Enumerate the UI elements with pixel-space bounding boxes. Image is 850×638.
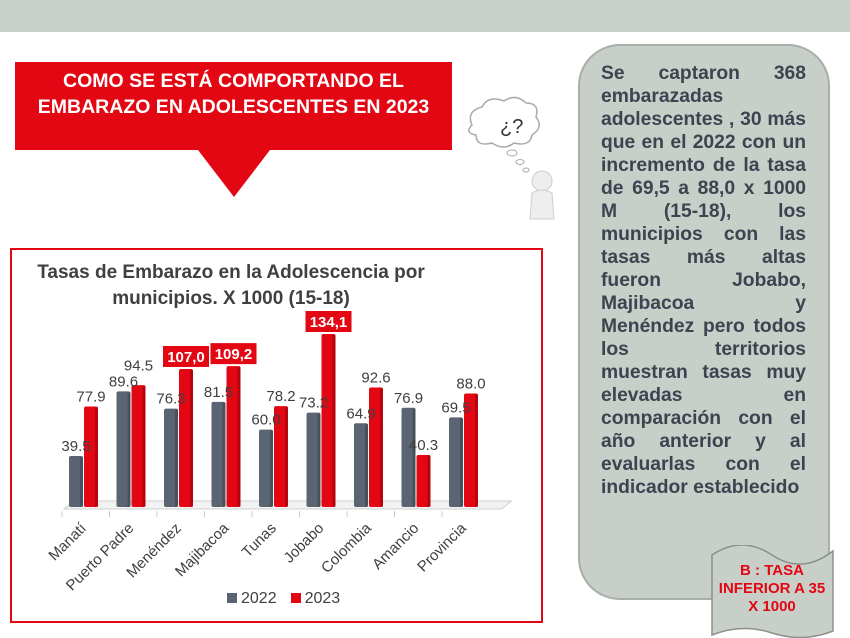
chart-title: Tasas de Embarazo en la Adolescencia por…: [37, 262, 425, 309]
data-label-box: [210, 343, 257, 365]
bar-2023: [226, 366, 241, 507]
bar-2023: [321, 334, 336, 507]
data-label-2022: 39.5: [61, 438, 90, 455]
bar-2023: [179, 368, 193, 507]
bar-2023: [274, 406, 288, 507]
data-label-2023: 107,0: [167, 349, 205, 366]
bar-shade: [365, 424, 368, 507]
bar-shade: [80, 457, 83, 507]
bar-2022: [69, 456, 83, 507]
thinking-figure-icon: ¿?: [468, 96, 555, 220]
bar-shade: [285, 407, 288, 507]
data-label-2022: 73.2: [299, 395, 328, 412]
data-label-2022: 89.6: [109, 373, 138, 390]
top-band: [0, 0, 850, 32]
chart-panel: Tasas de Embarazo en la Adolescencia por…: [10, 248, 543, 623]
bar-shade: [475, 394, 478, 507]
bar-shade: [237, 367, 241, 507]
bar-shade: [460, 418, 463, 507]
data-label-box: [305, 311, 352, 333]
bar-2022: [401, 407, 416, 507]
data-label-2022: 76.9: [394, 390, 423, 407]
data-label-2022: 81.5: [204, 384, 233, 401]
legend-item-2023: 2023: [290, 590, 341, 608]
bar-shade: [190, 369, 193, 507]
bar-shade: [412, 408, 416, 507]
chart-legend: 2022 2023: [227, 590, 340, 608]
data-label-2023: 40.3: [409, 437, 438, 454]
data-label-2023: 109,2: [215, 346, 253, 363]
data-label-2023: 77.9: [76, 389, 105, 406]
x-tick-label: Tunas: [239, 520, 280, 561]
legend-label: 2023: [304, 590, 341, 607]
bar-2023: [464, 393, 478, 507]
down-arrow-icon: [198, 150, 270, 197]
bar-shade: [427, 456, 431, 507]
x-tick-label: Jobabo: [281, 520, 328, 567]
bar-shade: [175, 409, 178, 507]
flag-shape: [711, 545, 834, 638]
x-tick-label: Colombia: [318, 519, 375, 576]
data-label-2022: 60.0: [251, 412, 280, 429]
data-label-2023: 134,1: [310, 314, 348, 331]
bar-shade: [127, 392, 131, 507]
data-label-2022: 64.9: [346, 405, 375, 422]
title-banner: COMO SE ESTÁ COMPORTANDO EL EMBARAZO EN …: [15, 62, 452, 150]
data-label-box: [163, 345, 209, 367]
bar-2023: [84, 406, 98, 507]
data-label-2023: 92.6: [361, 370, 390, 387]
bar-2022: [354, 423, 368, 507]
bar-shade: [95, 407, 98, 507]
summary-note: Se captaron 368 embarazadas adolescentes…: [578, 44, 830, 600]
bar-2022: [306, 412, 321, 507]
bar-2023: [369, 387, 383, 507]
data-label-2022: 76.3: [156, 391, 185, 408]
bar-shade: [222, 402, 226, 507]
bar-shade: [317, 413, 321, 507]
bar-shade: [380, 388, 383, 507]
bar-2023: [131, 385, 146, 507]
bar-shade: [270, 430, 273, 507]
bar-2022: [211, 401, 226, 507]
legend-label: 2022: [241, 590, 277, 607]
flag-text: B : TASA INFERIOR A 35 X 1000: [718, 562, 826, 615]
x-tick-label: Amancio: [369, 520, 422, 573]
data-label-2023: 78.2: [266, 388, 295, 405]
data-label-2022: 69.5: [441, 399, 470, 416]
x-tick-label: Manatí: [45, 519, 90, 564]
data-label-2023: 88.0: [456, 375, 485, 392]
legend-item-2022: 2022: [227, 590, 277, 608]
bar-shade: [332, 335, 336, 507]
bar-2022: [259, 429, 273, 507]
data-label-2023: 94.5: [124, 357, 153, 374]
thought-text: ¿?: [500, 116, 523, 138]
bar-2022: [164, 408, 178, 507]
bar-shade: [142, 386, 146, 507]
bar-2022: [449, 417, 463, 507]
x-tick-label: Provincia: [414, 519, 470, 575]
bar-2022: [116, 391, 131, 507]
bar-2023: [416, 455, 431, 507]
